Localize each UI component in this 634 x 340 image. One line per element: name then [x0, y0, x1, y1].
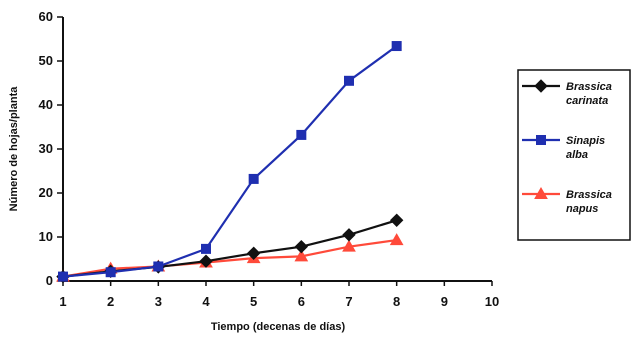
chart-legend: Brassica carinata Sinapis alba Brassica napus [517, 69, 631, 241]
data-point [294, 239, 309, 254]
y-tick-label: 50 [39, 53, 53, 68]
legend-label: Sinapis [566, 135, 605, 147]
x-tick-label: 9 [441, 294, 448, 309]
x-tick-label: 2 [107, 294, 114, 309]
legend-item: Brassica carinata [522, 79, 612, 107]
data-point [391, 41, 402, 52]
data-point [344, 75, 354, 86]
legend-label: Brassica [566, 81, 612, 93]
data-point [105, 267, 116, 278]
data-point [389, 213, 404, 227]
data-point [296, 129, 307, 140]
x-tick-label: 4 [202, 294, 210, 309]
data-point [248, 173, 259, 184]
chart-series [56, 41, 404, 284]
data-point [246, 246, 261, 260]
legend-marker [536, 135, 546, 145]
legend-item: Sinapis alba [522, 135, 605, 161]
data-point [199, 254, 213, 268]
data-point [389, 233, 404, 246]
x-tick-label: 8 [393, 294, 400, 309]
y-tick-label: 30 [39, 141, 53, 156]
series-line [62, 238, 397, 278]
x-tick-label: 3 [155, 294, 162, 309]
series-sinapis-alba [58, 41, 402, 282]
y-tick-label: 0 [46, 273, 53, 288]
legend-marker [534, 79, 548, 93]
legend-item: Brassica napus [522, 186, 612, 215]
y-tick-label: 40 [39, 97, 53, 112]
legend-label: carinata [566, 95, 608, 107]
chart-axes: 0 10 20 30 40 50 60 1 2 3 4 5 6 7 8 9 10 [39, 9, 500, 309]
data-point [201, 243, 211, 254]
data-point [342, 239, 356, 252]
x-tick-label: 7 [345, 294, 352, 309]
data-point [58, 271, 68, 282]
data-point [153, 261, 164, 272]
x-tick-label: 6 [298, 294, 305, 309]
legend-label: napus [566, 203, 598, 215]
x-axis-title: Tiempo (decenas de días) [211, 321, 346, 333]
x-tick-label: 5 [250, 294, 257, 309]
legend-label: alba [566, 149, 588, 161]
x-tick-label: 10 [485, 294, 499, 309]
y-axis-title: Número de hojas/planta [8, 86, 20, 212]
legend-box [517, 69, 631, 241]
y-tick-label: 60 [39, 9, 53, 24]
data-point [294, 249, 309, 262]
legend-marker [534, 186, 548, 199]
x-tick-label: 1 [59, 294, 66, 309]
data-point [342, 228, 356, 242]
y-tick-label: 20 [39, 185, 53, 200]
legend-label: Brassica [566, 189, 612, 201]
series-line [62, 45, 398, 278]
y-tick-label: 10 [39, 229, 53, 244]
